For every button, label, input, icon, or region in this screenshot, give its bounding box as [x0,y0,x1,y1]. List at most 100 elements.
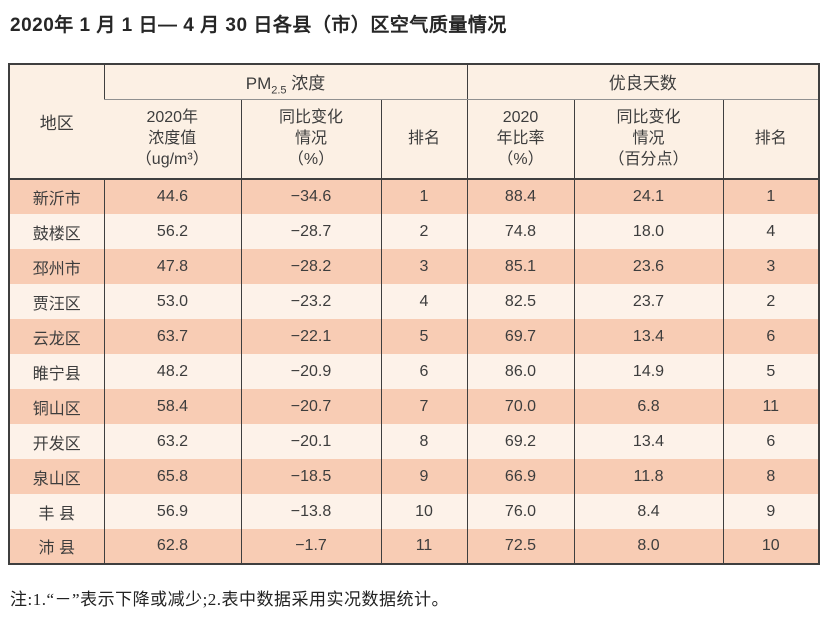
good-days-group-header: 优良天数 [466,64,820,100]
value-cell: −22.1 [240,319,381,354]
table-row: 睢宁县 48.2 −20.9 6 86.0 14.9 5 [9,354,820,389]
page-title: 2020年 1 月 1 日— 4 月 30 日各县（市）区空气质量情况 [10,15,507,36]
value-cell: −23.2 [240,284,381,319]
region-cell: 邳州市 [9,249,104,284]
subheader-yoy-change-points: 同比变化 情况 （百分点） [573,99,723,180]
subheader-ratio-2020: 2020 年比率 （%） [466,99,574,180]
table-row: 鼓楼区 56.2 −28.7 2 74.8 18.0 4 [9,214,820,249]
value-cell: 6 [722,319,820,354]
value-cell: 47.8 [103,249,241,284]
value-cell: 7 [380,389,467,424]
value-cell: 4 [380,284,467,319]
pm-subscript: 2.5 [271,84,287,97]
region-cell: 铜山区 [9,389,104,424]
value-cell: −20.1 [240,424,381,459]
value-cell: −20.9 [240,354,381,389]
value-cell: 18.0 [573,214,723,249]
region-cell: 沛 县 [9,529,104,564]
value-cell: 13.4 [573,424,723,459]
value-cell: 11 [380,529,467,564]
value-cell: 5 [380,319,467,354]
air-quality-table: 地区 PM2.5 浓度 优良天数 2020年 浓度值 （ug/m³） 同比变化 … [8,63,821,565]
value-cell: 2 [722,284,820,319]
value-cell: 2 [380,214,467,249]
region-cell: 睢宁县 [9,354,104,389]
value-cell: 58.4 [103,389,241,424]
value-cell: 53.0 [103,284,241,319]
value-cell: 69.7 [466,319,574,354]
value-cell: 44.6 [103,179,241,214]
footnote: 注:1.“－”表示下降或减少;2.表中数据采用实况数据统计。 [10,590,450,609]
subheader-rank-pm: 排名 [380,99,467,180]
value-cell: −28.7 [240,214,381,249]
region-cell: 开发区 [9,424,104,459]
table-row: 铜山区 58.4 −20.7 7 70.0 6.8 11 [9,389,820,424]
value-cell: 13.4 [573,319,723,354]
value-cell: 63.7 [103,319,241,354]
table-row: 开发区 63.2 −20.1 8 69.2 13.4 6 [9,424,820,459]
subheader-concentration-2020: 2020年 浓度值 （ug/m³） [104,99,241,180]
region-cell: 鼓楼区 [9,214,104,249]
value-cell: 48.2 [103,354,241,389]
sub-header-row: 2020年 浓度值 （ug/m³） 同比变化 情况 （%） 排名 2020 年比… [9,99,820,180]
table-row: 云龙区 63.7 −22.1 5 69.7 13.4 6 [9,319,820,354]
value-cell: 23.6 [573,249,723,284]
table-body: 新沂市 44.6 −34.6 1 88.4 24.1 1 鼓楼区 56.2 −28.7 2 74.8 1… [9,179,820,564]
region-cell: 贾汪区 [9,284,104,319]
value-cell: 6.8 [573,389,723,424]
value-cell: −34.6 [240,179,381,214]
value-cell: 56.2 [103,214,241,249]
value-cell: 23.7 [573,284,723,319]
value-cell: 82.5 [466,284,574,319]
value-cell: 8 [722,459,820,494]
value-cell: 72.5 [466,529,574,564]
value-cell: 63.2 [103,424,241,459]
value-cell: 9 [380,459,467,494]
region-cell: 新沂市 [9,179,104,214]
value-cell: 65.8 [103,459,241,494]
value-cell: 85.1 [466,249,574,284]
value-cell: 74.8 [466,214,574,249]
table-row: 新沂市 44.6 −34.6 1 88.4 24.1 1 [9,179,820,214]
value-cell: 9 [722,494,820,529]
value-cell: 88.4 [466,179,574,214]
region-cell: 云龙区 [9,319,104,354]
region-cell: 丰 县 [9,494,104,529]
region-cell: 泉山区 [9,459,104,494]
value-cell: 5 [722,354,820,389]
value-cell: 11 [722,389,820,424]
pm-suffix-label: 浓度 [286,74,326,94]
value-cell: 4 [722,214,820,249]
value-cell: 70.0 [466,389,574,424]
value-cell: 62.8 [103,529,241,564]
value-cell: −18.5 [240,459,381,494]
value-cell: −20.7 [240,389,381,424]
value-cell: 10 [380,494,467,529]
value-cell: 8.0 [573,529,723,564]
group-header-row: 地区 PM2.5 浓度 优良天数 [9,64,820,180]
value-cell: 8.4 [573,494,723,529]
value-cell: 69.2 [466,424,574,459]
value-cell: 6 [722,424,820,459]
value-cell: 10 [722,529,820,564]
value-cell: 6 [380,354,467,389]
value-cell: 56.9 [103,494,241,529]
subheader-yoy-change-pct: 同比变化 情况 （%） [240,99,381,180]
value-cell: 1 [380,179,467,214]
value-cell: 3 [380,249,467,284]
value-cell: 14.9 [573,354,723,389]
table-row: 丰 县 56.9 −13.8 10 76.0 8.4 9 [9,494,820,529]
pm25-group-header: PM2.5 浓度 [103,64,467,100]
value-cell: −1.7 [240,529,381,564]
value-cell: 86.0 [466,354,574,389]
value-cell: 3 [722,249,820,284]
value-cell: −13.8 [240,494,381,529]
pm-label: PM [245,74,272,94]
table-row: 贾汪区 53.0 −23.2 4 82.5 23.7 2 [9,284,820,319]
value-cell: 24.1 [573,179,723,214]
table-row: 沛 县 62.8 −1.7 11 72.5 8.0 10 [9,529,820,564]
value-cell: 8 [380,424,467,459]
value-cell: −28.2 [240,249,381,284]
subheader-rank-days: 排名 [722,99,820,180]
